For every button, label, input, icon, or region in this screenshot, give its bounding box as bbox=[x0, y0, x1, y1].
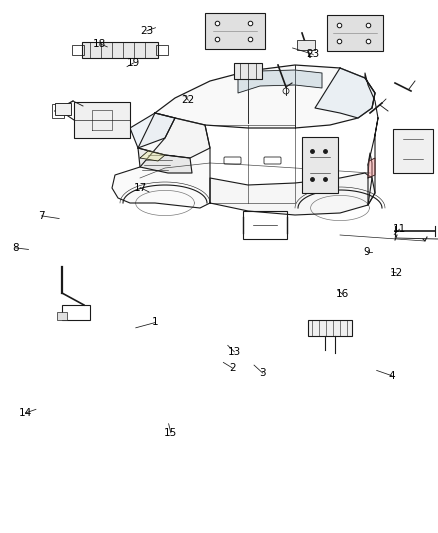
Bar bbox=[72, 45, 84, 55]
Polygon shape bbox=[315, 68, 375, 118]
Polygon shape bbox=[138, 113, 210, 158]
Text: 14: 14 bbox=[19, 408, 32, 418]
Polygon shape bbox=[112, 118, 210, 208]
Text: 19: 19 bbox=[127, 58, 140, 68]
Bar bbox=[57, 312, 67, 320]
Text: 4: 4 bbox=[389, 371, 396, 381]
Text: 12: 12 bbox=[390, 268, 403, 278]
Polygon shape bbox=[138, 148, 192, 173]
Polygon shape bbox=[210, 173, 375, 215]
Bar bbox=[62, 305, 90, 320]
Text: 13: 13 bbox=[228, 347, 241, 357]
Text: 16: 16 bbox=[336, 289, 349, 299]
Polygon shape bbox=[140, 151, 165, 161]
Bar bbox=[327, 15, 383, 51]
Bar bbox=[82, 42, 158, 58]
Text: 23: 23 bbox=[307, 50, 320, 59]
Polygon shape bbox=[130, 113, 175, 148]
Bar bbox=[74, 102, 130, 138]
Bar bbox=[243, 211, 287, 239]
Bar bbox=[393, 129, 433, 173]
Bar bbox=[205, 13, 265, 49]
Bar bbox=[308, 320, 352, 336]
Bar bbox=[297, 40, 315, 50]
Bar bbox=[55, 103, 71, 115]
Polygon shape bbox=[238, 70, 322, 93]
Bar bbox=[234, 63, 262, 79]
Text: 8: 8 bbox=[12, 243, 19, 253]
Text: 15: 15 bbox=[164, 428, 177, 438]
Text: 17: 17 bbox=[134, 183, 147, 192]
Text: 11: 11 bbox=[393, 224, 406, 234]
Text: 23: 23 bbox=[140, 26, 153, 36]
Bar bbox=[156, 45, 168, 55]
Bar bbox=[52, 104, 64, 118]
Text: 22: 22 bbox=[182, 95, 195, 105]
Text: 3: 3 bbox=[259, 368, 266, 378]
Text: 7: 7 bbox=[38, 211, 45, 221]
Bar bbox=[302, 137, 338, 193]
Polygon shape bbox=[155, 65, 375, 128]
Text: 2: 2 bbox=[229, 363, 236, 373]
Polygon shape bbox=[368, 158, 375, 178]
Text: 9: 9 bbox=[364, 247, 371, 256]
Text: 18: 18 bbox=[93, 39, 106, 49]
Text: 1: 1 bbox=[152, 318, 159, 327]
